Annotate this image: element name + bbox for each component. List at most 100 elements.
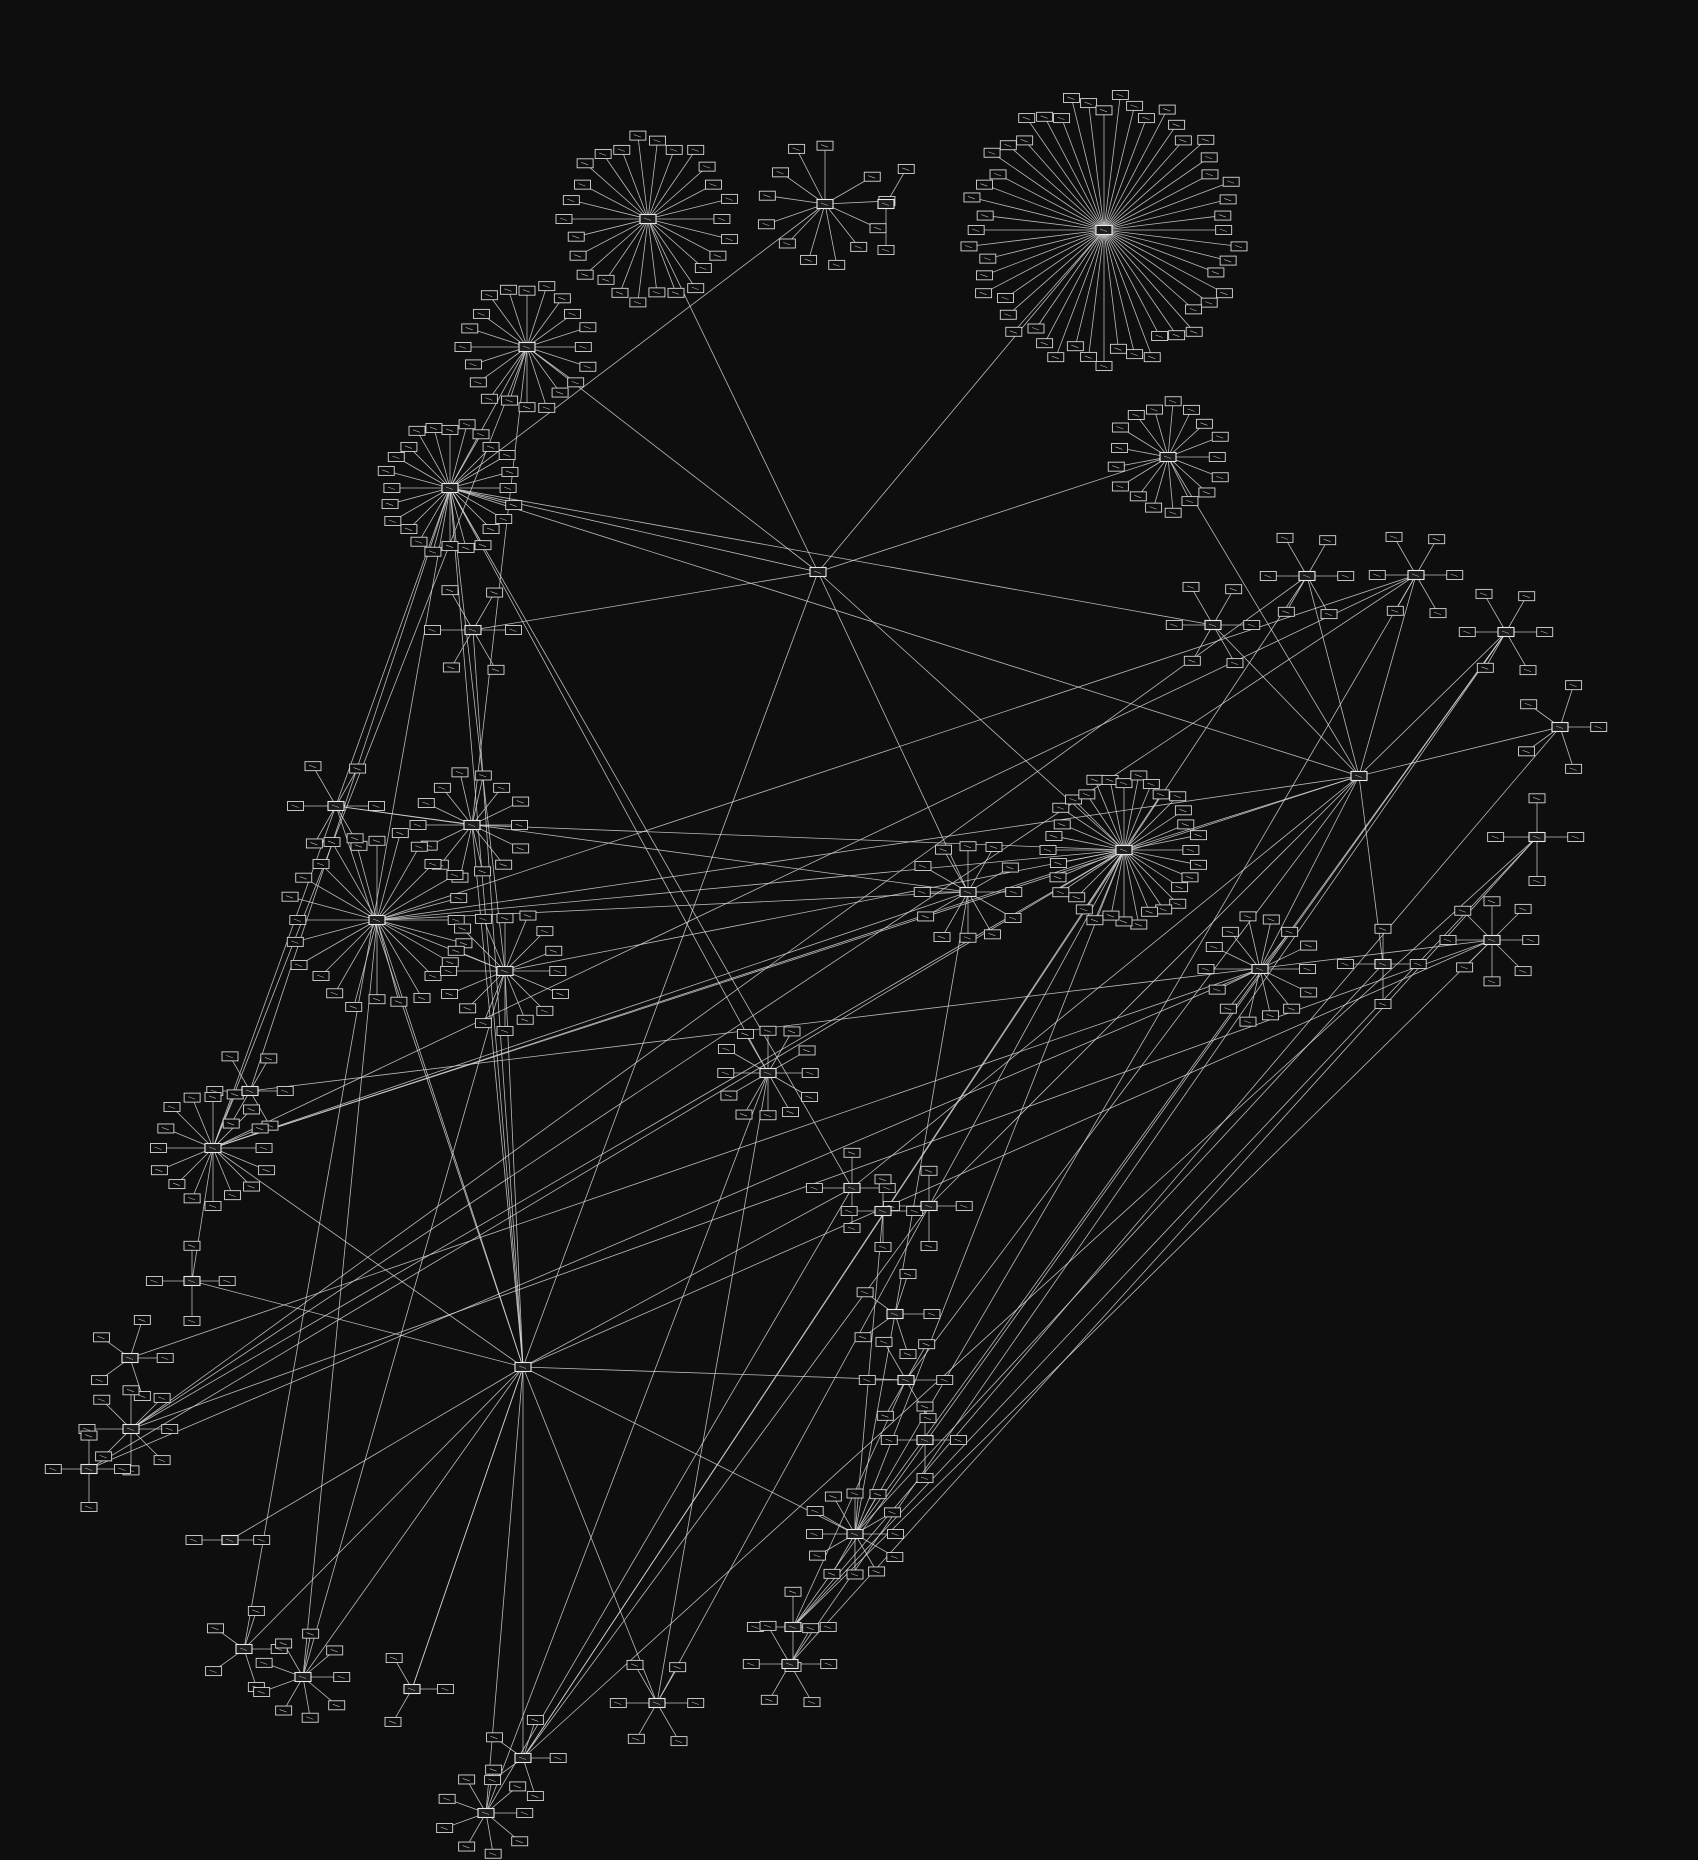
leaf-node[interactable] [1458, 627, 1476, 637]
leaf-node[interactable] [863, 171, 881, 182]
leaf-node[interactable] [390, 996, 408, 1007]
leaf-node[interactable] [976, 210, 994, 221]
leaf-node[interactable] [441, 585, 459, 596]
leaf-node[interactable] [454, 923, 472, 934]
leaf-node[interactable] [854, 1332, 872, 1343]
hub-node[interactable] [518, 341, 536, 353]
leaf-node[interactable] [1208, 452, 1226, 462]
leaf-node[interactable] [1049, 872, 1067, 883]
leaf-node[interactable] [258, 1165, 276, 1176]
leaf-node[interactable] [474, 1018, 492, 1029]
leaf-node[interactable] [260, 1053, 278, 1064]
leaf-node[interactable] [441, 424, 459, 435]
leaf-node[interactable] [424, 625, 441, 635]
leaf-node[interactable] [464, 359, 482, 370]
leaf-node[interactable] [1086, 774, 1104, 785]
hub-node[interactable] [1298, 570, 1316, 582]
leaf-node[interactable] [609, 1698, 627, 1708]
leaf-node[interactable] [156, 1353, 174, 1363]
leaf-node[interactable] [626, 1659, 644, 1670]
leaf-node[interactable] [1211, 431, 1229, 442]
leaf-node[interactable] [760, 1694, 778, 1705]
leaf-node[interactable] [281, 891, 299, 902]
leaf-node[interactable] [806, 1506, 824, 1516]
leaf-node[interactable] [1039, 845, 1057, 855]
leaf-node[interactable] [1142, 779, 1160, 789]
hub-node[interactable] [235, 1643, 253, 1655]
leaf-node[interactable] [1095, 361, 1113, 371]
leaf-node[interactable] [1214, 210, 1232, 221]
leaf-node[interactable] [569, 250, 587, 261]
leaf-node[interactable] [1536, 627, 1554, 637]
leaf-node[interactable] [549, 966, 567, 976]
leaf-node[interactable] [1337, 571, 1355, 581]
leaf-node[interactable] [1177, 819, 1195, 830]
leaf-node[interactable] [1518, 591, 1536, 602]
leaf-node[interactable] [1047, 352, 1065, 363]
leaf-node[interactable] [1215, 225, 1233, 235]
leaf-node[interactable] [433, 782, 451, 793]
leaf-node[interactable] [850, 241, 868, 252]
leaf-node[interactable] [424, 859, 442, 869]
leaf-node[interactable] [955, 1201, 973, 1211]
leaf-node[interactable] [613, 144, 631, 155]
leaf-node[interactable] [1528, 876, 1546, 886]
leaf-node[interactable] [1158, 104, 1176, 115]
leaf-node[interactable] [383, 483, 401, 493]
leaf-node[interactable] [1018, 113, 1036, 124]
hub-node[interactable] [648, 1697, 666, 1709]
leaf-node[interactable] [886, 1552, 904, 1562]
leaf-node[interactable] [1197, 134, 1215, 145]
leaf-node[interactable] [145, 1276, 163, 1286]
hub-node[interactable] [122, 1423, 140, 1435]
hub-node[interactable] [514, 1752, 532, 1764]
leaf-node[interactable] [1111, 481, 1129, 492]
leaf-node[interactable] [472, 308, 490, 319]
leaf-node[interactable] [417, 798, 435, 808]
leaf-node[interactable] [1001, 862, 1019, 873]
leaf-node[interactable] [512, 843, 530, 854]
leaf-node[interactable] [629, 297, 647, 308]
leaf-node[interactable] [1514, 903, 1532, 914]
leaf-node[interactable] [1168, 119, 1186, 130]
leaf-node[interactable] [1565, 763, 1583, 774]
leaf-node[interactable] [1528, 793, 1546, 804]
leaf-node[interactable] [1222, 176, 1240, 187]
leaf-node[interactable] [312, 971, 330, 981]
leaf-node[interactable] [1522, 935, 1540, 945]
leaf-node[interactable] [999, 140, 1017, 151]
hub-node[interactable] [514, 1361, 532, 1373]
leaf-node[interactable] [1520, 699, 1538, 710]
leaf-node[interactable] [205, 1666, 223, 1677]
leaf-node[interactable] [153, 1455, 171, 1466]
leaf-node[interactable] [772, 167, 790, 178]
leaf-node[interactable] [519, 910, 537, 921]
leaf-node[interactable] [204, 1201, 222, 1211]
leaf-node[interactable] [843, 1223, 861, 1233]
leaf-node[interactable] [1165, 620, 1183, 630]
leaf-node[interactable] [384, 1716, 402, 1727]
leaf-node[interactable] [80, 1430, 98, 1441]
leaf-node[interactable] [800, 254, 818, 265]
leaf-node[interactable] [1190, 830, 1207, 841]
leaf-node[interactable] [474, 770, 492, 781]
leaf-node[interactable] [1476, 662, 1494, 673]
leaf-node[interactable] [1283, 1003, 1301, 1014]
leaf-node[interactable] [1174, 135, 1192, 146]
leaf-node[interactable] [133, 1315, 151, 1325]
leaf-node[interactable] [597, 274, 615, 285]
leaf-node[interactable] [458, 419, 476, 430]
leaf-node[interactable] [803, 1697, 821, 1708]
leaf-node[interactable] [717, 1044, 735, 1054]
leaf-node[interactable] [846, 1569, 864, 1580]
leaf-node[interactable] [486, 587, 504, 598]
leaf-node[interactable] [458, 1774, 476, 1785]
leaf-node[interactable] [1005, 326, 1023, 337]
leaf-node[interactable] [221, 1051, 239, 1062]
leaf-node[interactable] [1102, 910, 1120, 921]
leaf-node[interactable] [1036, 111, 1054, 122]
leaf-node[interactable] [1225, 584, 1243, 595]
leaf-node[interactable] [1200, 297, 1218, 308]
leaf-node[interactable] [698, 161, 716, 172]
